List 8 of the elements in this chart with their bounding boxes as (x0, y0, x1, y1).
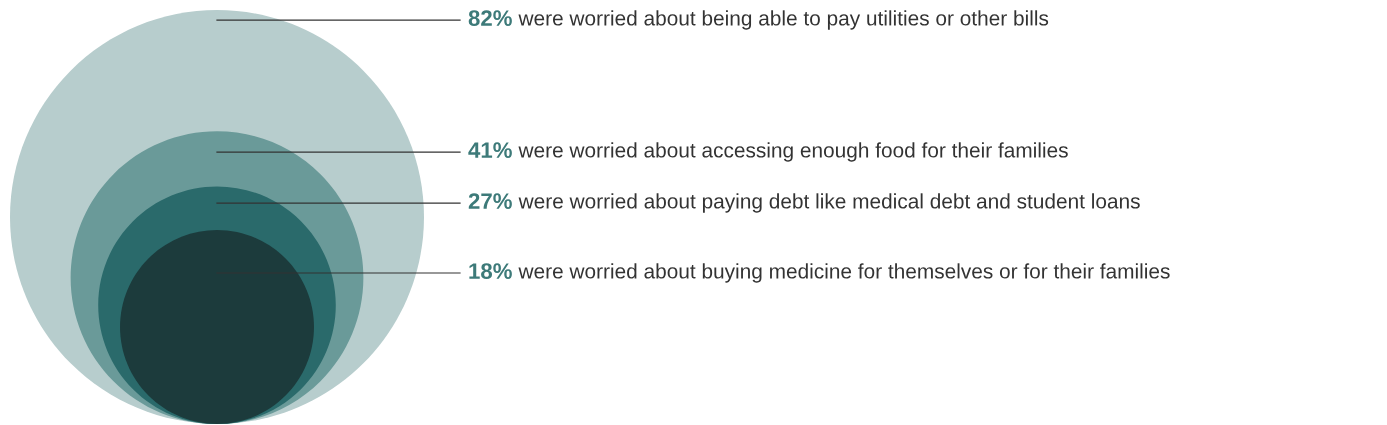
category-label: were worried about being able to pay utilities or other bills (518, 10, 1049, 30)
data-label: 18% (469, 263, 512, 279)
data-label: 41% (468, 142, 512, 158)
category-label: were worried about buying medicine for themselves or for their families (518, 263, 1170, 283)
data-label: 82% (468, 10, 512, 26)
category-label: were worried about accessing enough food for their families (518, 142, 1068, 162)
category-label: were worried about paying debt like medical debt and student loans (518, 193, 1140, 213)
data-label: 27% (468, 193, 512, 209)
